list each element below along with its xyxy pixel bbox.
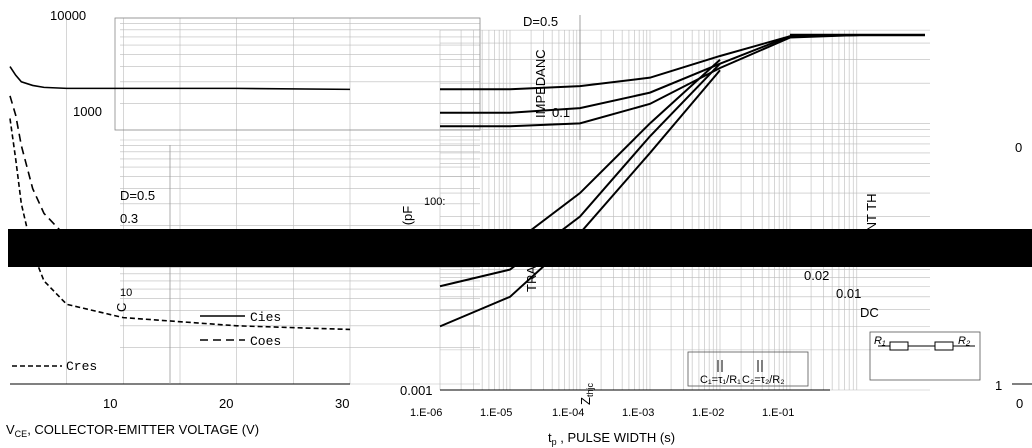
imp-y-label-fragment-impedance: IMPEDANC — [533, 49, 548, 118]
imp-x-tick-1e-02: 1.E-02 — [692, 407, 724, 419]
transient-x-tick-0: 0 — [1016, 396, 1023, 411]
cap-y-tick-10: 10 — [120, 287, 132, 299]
imp-x-tick-1e-05: 1.E-05 — [480, 407, 512, 419]
overlap-annotation-0.3: 0.3 — [120, 211, 138, 226]
annotation-dc: DC — [860, 305, 879, 320]
imp-grid — [439, 29, 930, 391]
imp-y-tick-fragment: 100: — [424, 196, 445, 208]
imp-x-tick-1e-06: 1.E-06 — [410, 407, 442, 419]
capacitance-panel: 10000 1000 10 10 20 30 VCE, COLLECTOR-EM… — [6, 8, 481, 439]
left-overlap-labels: D=0.5 0.3 — [120, 188, 155, 226]
network-label-r2: R₂ — [958, 335, 971, 347]
network-label-r1: R₁ — [874, 335, 886, 347]
imp-x-tick-1e-03: 1.E-03 — [622, 407, 654, 419]
rc-network-box: C₁=τ₁/R₁ C₂=τ₂/R₂ — [687, 351, 809, 387]
cap-x-axis-label: VCE, COLLECTOR-EMITTER VOLTAGE (V) — [6, 422, 259, 439]
cap-x-tick-30: 30 — [335, 396, 349, 411]
transient-y-tick-0: 0 — [1015, 140, 1022, 155]
imp-x-axis-label: tp , PULSE WIDTH (s) — [548, 430, 675, 447]
imp-y-tick-0.001: 0.001 — [400, 383, 433, 398]
thermal-network-sketch: R₁ R₂ — [869, 331, 981, 381]
imp-x-tick-1e-04: 1.E-04 — [552, 407, 584, 419]
occlusion-bar — [8, 229, 1032, 267]
imp-series-line-4 — [439, 63, 721, 288]
imp-x-tick-1e-01: 1.E-01 — [762, 407, 794, 419]
imp-series-line-2 — [440, 33, 861, 128]
legend-label-cres: Cres — [66, 359, 97, 374]
imp-series-line-1 — [440, 33, 861, 114]
transient-y-label-fragment: ENT TH — [864, 194, 879, 240]
cap-grid — [66, 17, 480, 385]
imp-y-tick-0.1: 0.1 — [552, 105, 570, 120]
annotation-d-0.5: D=0.5 — [523, 14, 558, 29]
imp-y-axis-label: Zthjc — [578, 383, 595, 405]
cap-y-tick-10000: 10000 — [50, 8, 86, 23]
rc-label-c1: C₁=τ₁/R₁ — [700, 374, 741, 386]
legend-label-cies: Cies — [250, 310, 281, 325]
cap-x-tick-20: 20 — [219, 396, 233, 411]
annotation-0.02: 0.02 — [804, 268, 829, 283]
transient-panel-fragment: ENT TH 1 0 0 — [864, 140, 1032, 411]
cap-plot-frame-upper — [114, 17, 481, 131]
imp-series-group — [439, 33, 925, 328]
overlap-annotation-d-0.5: D=0.5 — [120, 188, 155, 203]
resistor-1 — [889, 341, 909, 351]
rc-label-c2: C₂=τ₂/R₂ — [742, 374, 785, 386]
network-frame — [869, 331, 981, 381]
series-cies-line — [9, 66, 351, 91]
annotation-0.01: 0.01 — [836, 286, 861, 301]
rc-box-frame — [687, 351, 809, 387]
transient-y-tick-1: 1 — [995, 378, 1002, 393]
cap-y-axis-label: C — [114, 303, 129, 312]
cap-legend: Cies Coes Cres — [12, 310, 281, 374]
cap-y-tick-1000: 1000 — [73, 104, 102, 119]
cap-x-tick-10: 10 — [103, 396, 117, 411]
resistor-2 — [934, 341, 954, 351]
imp-y-label-fragment-tra: TRA — [524, 266, 539, 292]
legend-label-coes: Coes — [250, 334, 281, 349]
